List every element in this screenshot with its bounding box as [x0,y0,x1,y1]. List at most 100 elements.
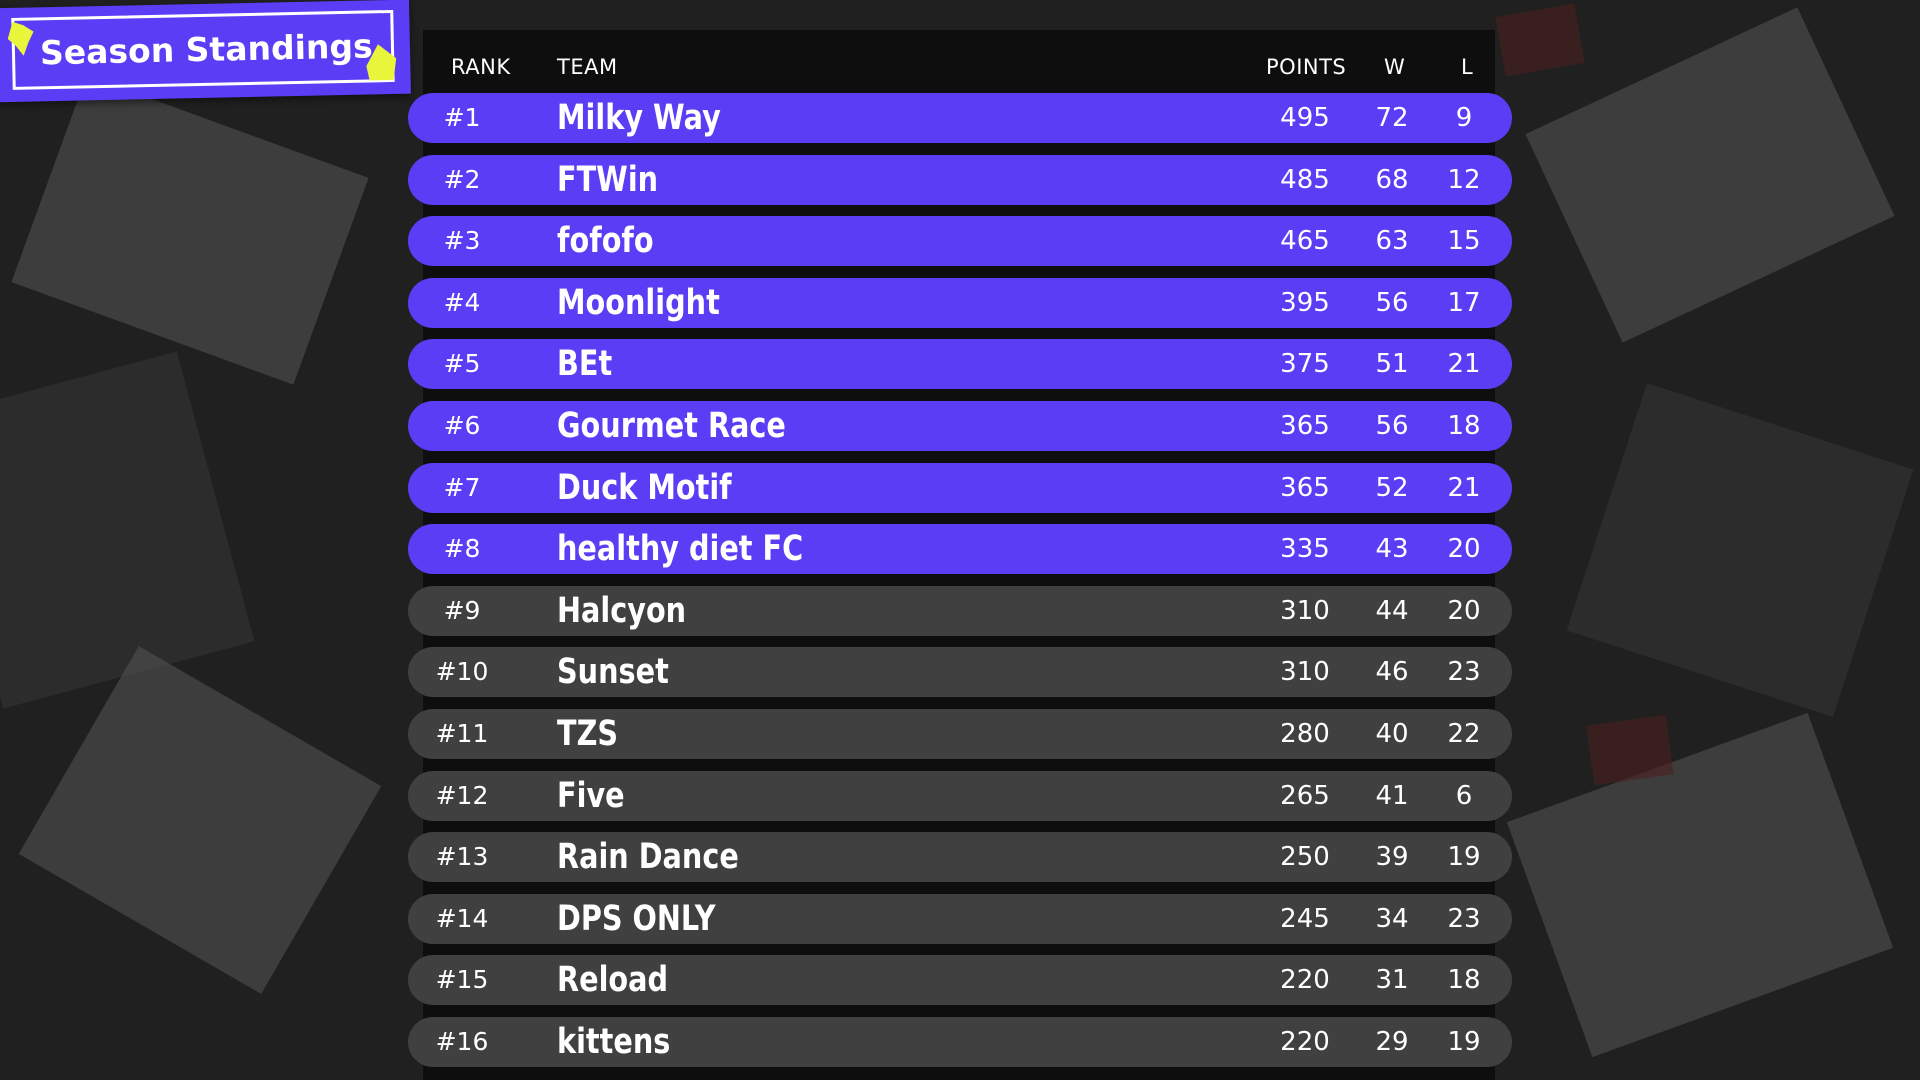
rank-cell: #16 [435,1027,489,1056]
table-row: #2 FTWin 485 68 12 [408,154,1512,205]
wins-cell: 31 [1375,965,1409,996]
wins-cell: 68 [1375,164,1409,195]
rank-cell: #14 [435,903,489,933]
losses-cell: 21 [1447,349,1481,380]
losses-cell: 9 [1455,103,1473,133]
losses-cell: 21 [1447,472,1481,503]
table-row: #9 Halcyon 310 44 20 [408,585,1512,636]
rank-cell: #7 [443,472,481,502]
team-name: Duck Motif [557,467,732,508]
team-name: healthy diet FC [557,529,804,570]
rank-cell: #6 [443,411,481,440]
points-cell: 280 [1280,719,1330,749]
team-name: FTWin [557,159,659,200]
rank-cell: #8 [443,534,481,564]
points-cell: 365 [1280,472,1330,503]
losses-cell: 19 [1447,842,1481,873]
wins-cell: 56 [1375,411,1409,441]
losses-cell: 22 [1447,719,1481,749]
wins-cell: 72 [1375,103,1409,133]
wins-cell: 44 [1375,595,1409,626]
title-banner: Season Standings [0,0,411,103]
team-name: Sunset [557,652,669,693]
points-cell: 310 [1280,595,1330,626]
losses-cell: 23 [1447,903,1481,934]
points-cell: 220 [1280,1027,1330,1057]
points-cell: 245 [1280,903,1330,934]
rank-cell: #4 [443,287,481,317]
points-cell: 465 [1280,226,1330,257]
wins-cell: 52 [1375,472,1409,503]
team-name: Moonlight [557,282,720,323]
wins-cell: 51 [1375,349,1409,380]
losses-cell: 19 [1447,1027,1481,1057]
points-cell: 250 [1280,842,1330,873]
team-name: fofofo [557,221,654,262]
rank-cell: #5 [443,349,481,379]
team-name: DPS ONLY [557,898,716,939]
points-cell: 310 [1280,657,1330,688]
team-name: Rain Dance [557,837,739,878]
table-row: #11 TZS 280 40 22 [408,709,1512,759]
table-row: #5 BEt 375 51 21 [408,339,1512,390]
points-cell: 365 [1280,411,1330,441]
wins-cell: 29 [1375,1027,1409,1057]
wins-cell: 41 [1375,780,1409,811]
rank-cell: #10 [435,657,489,687]
table-row: #14 DPS ONLY 245 34 23 [408,893,1512,944]
team-name: Reload [557,960,669,1001]
team-name: TZS [557,714,619,754]
table-row: #4 Moonlight 395 56 17 [408,277,1512,328]
points-cell: 375 [1280,349,1330,380]
table-row: #15 Reload 220 31 18 [408,955,1512,1006]
table-row: #10 Sunset 310 46 23 [408,647,1512,698]
losses-cell: 15 [1447,226,1481,257]
points-cell: 265 [1280,780,1330,811]
wins-cell: 40 [1375,719,1409,749]
losses-cell: 18 [1447,411,1481,441]
rank-cell: #1 [443,103,481,132]
team-name: Gourmet Race [557,406,786,446]
table-row: #13 Rain Dance 250 39 19 [408,832,1512,883]
rank-cell: #9 [443,595,481,625]
wins-cell: 43 [1375,534,1409,565]
table-row: #7 Duck Motif 365 52 21 [408,462,1512,513]
wins-cell: 56 [1375,287,1409,318]
losses-cell: 6 [1455,780,1473,811]
team-name: BEt [557,344,613,385]
wins-cell: 39 [1375,842,1409,873]
points-cell: 335 [1280,534,1330,565]
table-row: #3 fofofo 465 63 15 [408,216,1512,267]
table-row: #8 healthy diet FC 335 43 20 [408,524,1512,575]
rank-cell: #15 [435,965,489,995]
table-row: #1 Milky Way 495 72 9 [408,93,1512,143]
column-header-rank: RANK [451,55,511,79]
table-row: #12 Five 265 41 6 [408,770,1512,821]
team-name: Halcyon [557,590,687,631]
points-cell: 395 [1280,287,1330,318]
points-cell: 485 [1280,164,1330,195]
rank-cell: #2 [443,164,481,194]
rank-cell: #12 [435,780,489,810]
rank-cell: #11 [435,719,489,748]
team-name: Milky Way [557,98,721,138]
points-cell: 495 [1280,103,1330,133]
losses-cell: 18 [1447,965,1481,996]
points-cell: 220 [1280,965,1330,996]
wins-cell: 63 [1375,226,1409,257]
team-name: kittens [557,1022,671,1062]
losses-cell: 20 [1447,534,1481,565]
losses-cell: 17 [1447,287,1481,318]
losses-cell: 23 [1447,657,1481,688]
team-name: Five [557,775,625,816]
losses-cell: 20 [1447,595,1481,626]
losses-cell: 12 [1447,164,1481,195]
page-title: Season Standings [39,26,374,73]
rank-cell: #13 [435,842,489,872]
column-header-w: W [1384,55,1406,79]
table-row: #6 Gourmet Race 365 56 18 [408,401,1512,451]
column-header-team: TEAM [557,55,618,79]
table-row: #16 kittens 220 29 19 [408,1017,1512,1067]
column-header-l: L [1461,55,1474,79]
wins-cell: 34 [1375,903,1409,934]
